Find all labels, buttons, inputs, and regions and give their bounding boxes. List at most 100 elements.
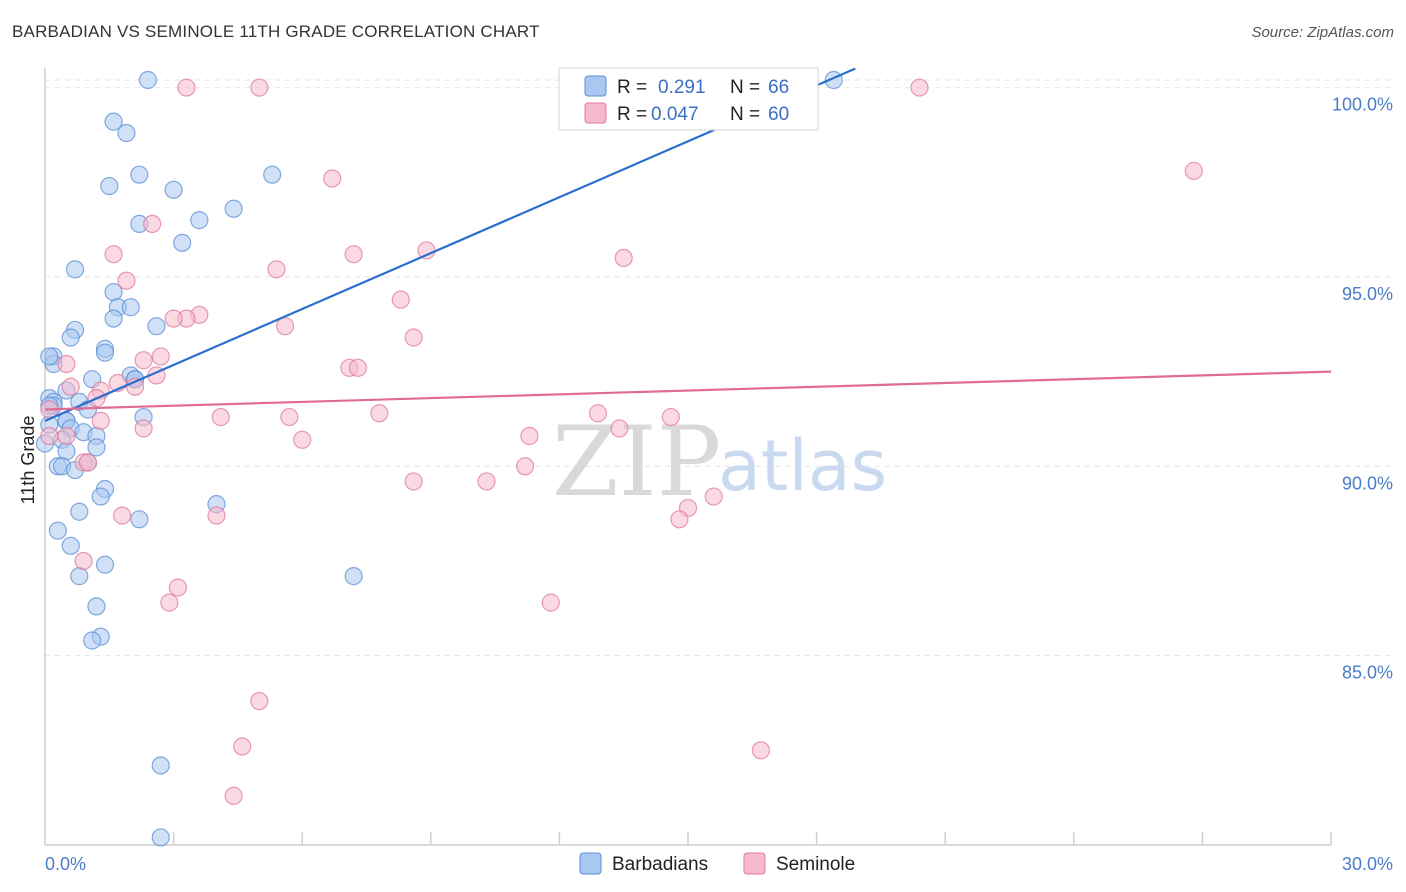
legend-r-value-barbadians: 0.291: [658, 77, 706, 98]
bottom-legend-swatch-seminole: [743, 852, 766, 875]
point-barbadians: [151, 756, 170, 775]
point-barbadians: [130, 165, 149, 184]
y-tick-label: 95.0%: [1342, 284, 1393, 304]
y-tick-label: 85.0%: [1342, 663, 1393, 683]
point-barbadians: [91, 487, 110, 506]
point-barbadians: [61, 328, 80, 347]
chart-title: BARBADIAN VS SEMINOLE 11TH GRADE CORRELA…: [12, 22, 540, 41]
point-seminole: [404, 328, 423, 347]
point-seminole: [57, 426, 76, 446]
point-seminole: [61, 377, 80, 396]
legend-n-label-seminole: N =: [730, 104, 760, 125]
point-seminole: [91, 411, 110, 430]
point-barbadians: [121, 298, 140, 317]
point-barbadians: [70, 502, 89, 521]
point-seminole: [280, 407, 299, 427]
watermark: ZIP atlas: [552, 406, 887, 518]
point-seminole: [168, 578, 187, 597]
point-seminole: [151, 347, 170, 366]
point-seminole: [211, 407, 230, 427]
point-seminole: [610, 419, 629, 438]
point-seminole: [57, 354, 76, 374]
point-seminole: [588, 404, 608, 423]
point-seminole: [614, 248, 633, 268]
point-barbadians: [87, 438, 106, 457]
point-barbadians: [57, 442, 76, 461]
point-seminole: [541, 593, 560, 612]
point-seminole: [207, 506, 226, 525]
source-credit: Source: ZipAtlas.com: [1251, 24, 1394, 41]
point-barbadians: [70, 567, 89, 586]
point-barbadians: [138, 70, 157, 90]
point-seminole: [751, 741, 770, 760]
point-seminole: [267, 260, 286, 279]
x-tick-marks: [172, 832, 1332, 845]
point-seminole: [78, 453, 97, 472]
legend-swatch-barbadians: [584, 75, 607, 97]
watermark-atlas: atlas: [718, 425, 887, 507]
point-barbadians: [130, 510, 149, 529]
point-seminole: [516, 457, 535, 476]
point-seminole: [370, 404, 389, 423]
bottom-legend-label-barbadians: Barbadians: [612, 854, 708, 875]
point-seminole: [164, 309, 183, 328]
point-barbadians: [190, 211, 209, 230]
legend-swatch-seminole: [584, 102, 607, 124]
point-seminole: [113, 506, 132, 525]
legend-r-value-seminole: 0.047: [651, 104, 699, 125]
legend-n-label-barbadians: N =: [730, 77, 760, 98]
point-seminole: [177, 78, 196, 97]
legend-n-value-barbadians: 66: [768, 77, 789, 98]
point-seminole: [293, 430, 312, 449]
point-barbadians: [61, 536, 80, 555]
point-seminole: [134, 351, 153, 370]
point-barbadians: [48, 521, 67, 540]
data-points: [35, 70, 1203, 847]
point-barbadians: [95, 343, 115, 362]
legend-n-value-seminole: 60: [768, 104, 789, 125]
point-seminole: [520, 426, 539, 446]
point-seminole: [661, 407, 680, 427]
point-barbadians: [40, 347, 59, 366]
point-seminole: [40, 426, 59, 446]
x-tick-label-max: 30.0%: [1342, 854, 1393, 874]
point-seminole: [160, 593, 179, 612]
y-tick-label: 90.0%: [1342, 473, 1393, 493]
point-barbadians: [65, 260, 85, 279]
point-barbadians: [100, 176, 119, 196]
point-barbadians: [151, 828, 170, 847]
point-barbadians: [344, 567, 363, 586]
y-tick-label: 100.0%: [1332, 95, 1393, 115]
point-seminole: [404, 472, 423, 491]
y-axis-label: 11th Grade: [18, 416, 38, 505]
point-barbadians: [173, 233, 192, 252]
point-seminole: [704, 487, 723, 506]
point-seminole: [134, 419, 153, 438]
watermark-zip: ZIP: [552, 406, 721, 518]
legend-r-label-seminole: R =: [617, 104, 647, 125]
point-barbadians: [83, 631, 102, 650]
x-tick-label-min: 0.0%: [45, 854, 86, 874]
point-seminole: [250, 78, 269, 97]
point-seminole: [344, 245, 363, 264]
point-seminole: [477, 472, 496, 491]
point-barbadians: [224, 199, 243, 218]
bottom-legend-swatch-barbadians: [579, 852, 602, 875]
legend-r-label-barbadians: R =: [617, 77, 647, 98]
point-barbadians: [164, 180, 183, 199]
point-seminole: [74, 551, 93, 571]
point-seminole: [233, 737, 252, 756]
point-seminole: [417, 241, 436, 260]
point-seminole: [910, 78, 929, 97]
point-seminole: [117, 271, 136, 290]
trend-line-seminole: [44, 370, 1332, 411]
point-barbadians: [117, 123, 136, 143]
series-legend: Barbadians Seminole: [579, 852, 855, 875]
point-seminole: [670, 510, 689, 529]
bottom-legend-label-seminole: Seminole: [776, 854, 855, 875]
point-seminole: [224, 786, 243, 805]
point-seminole: [323, 169, 342, 188]
point-barbadians: [104, 112, 123, 131]
point-seminole: [348, 358, 368, 377]
